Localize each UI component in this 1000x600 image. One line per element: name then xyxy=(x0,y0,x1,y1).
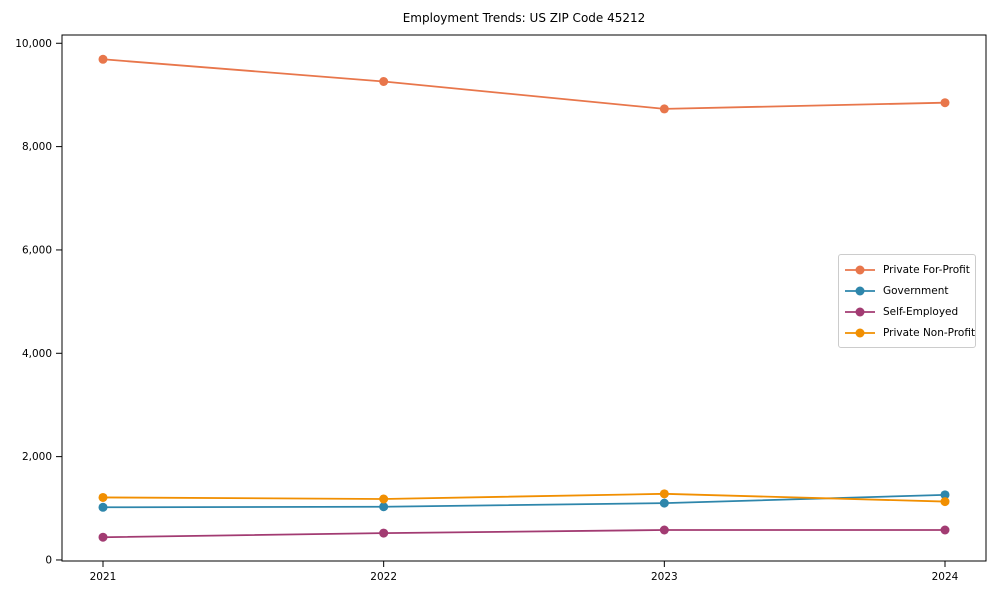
legend-label-private-for-profit: Private For-Profit xyxy=(883,263,970,276)
data-point-self-employed-2022 xyxy=(379,528,389,538)
legend-sample-dot xyxy=(855,286,865,295)
legend-item-self-employed: Self-Employed xyxy=(844,301,969,322)
series-line-private-for-profit xyxy=(102,58,946,110)
legend-marker-private-for-profit xyxy=(845,265,875,274)
legend-sample-dot xyxy=(855,265,865,274)
legend-marker-private-non-profit xyxy=(845,328,875,337)
legend-item-private-for-profit: Private For-Profit xyxy=(844,259,970,280)
data-point-private-for-profit-2022 xyxy=(379,77,389,87)
series-line-government xyxy=(102,493,946,509)
x-axis-tick-label: 2022 xyxy=(370,571,397,583)
data-point-government-2023 xyxy=(659,498,669,508)
legend-sample-dot xyxy=(855,328,865,337)
data-point-government-2024 xyxy=(940,490,950,500)
data-point-private-non-profit-2024 xyxy=(940,497,950,507)
y-axis-tick-label: 8,000 xyxy=(22,141,52,153)
data-point-government-2021 xyxy=(98,502,108,512)
y-axis-tick-label: 4,000 xyxy=(22,348,52,360)
legend-label-private-non-profit: Private Non-Profit xyxy=(883,326,976,339)
legend-sample-dot xyxy=(855,307,865,316)
data-point-self-employed-2021 xyxy=(98,532,108,542)
data-point-private-for-profit-2024 xyxy=(940,98,950,108)
data-point-private-non-profit-2021 xyxy=(98,492,108,502)
data-point-private-non-profit-2023 xyxy=(659,489,669,499)
y-axis-tick-label: 10,000 xyxy=(15,38,52,50)
series-line-self-employed xyxy=(102,529,945,539)
legend-marker-self-employed xyxy=(845,307,875,316)
legend-label-government: Government xyxy=(883,284,949,297)
data-point-self-employed-2023 xyxy=(659,525,669,535)
data-point-self-employed-2024 xyxy=(940,525,950,535)
data-point-private-non-profit-2022 xyxy=(379,494,389,504)
chart-legend: Private For-Profit Government Self-Employe… xyxy=(838,254,976,348)
legend-item-government: Government xyxy=(844,280,969,301)
legend-item-private-non-profit: Private Non-Profit xyxy=(844,322,975,343)
data-point-government-2022 xyxy=(379,502,389,512)
y-axis-tick-label: 0 xyxy=(45,554,52,566)
legend-marker-government xyxy=(845,286,875,295)
data-point-private-for-profit-2023 xyxy=(659,104,669,114)
x-axis-tick-label: 2024 xyxy=(932,571,959,583)
data-point-private-for-profit-2021 xyxy=(98,54,108,64)
y-axis-tick-label: 2,000 xyxy=(22,451,52,463)
chart-title: Employment Trends: US ZIP Code 45212 xyxy=(402,11,646,25)
x-axis-tick-label: 2021 xyxy=(90,571,117,583)
y-axis-tick-label: 6,000 xyxy=(22,244,52,256)
series-line-private-non-profit xyxy=(102,492,946,503)
plot-border xyxy=(61,34,987,562)
x-axis-tick-label: 2023 xyxy=(651,571,678,583)
legend-label-self-employed: Self-Employed xyxy=(883,305,959,318)
